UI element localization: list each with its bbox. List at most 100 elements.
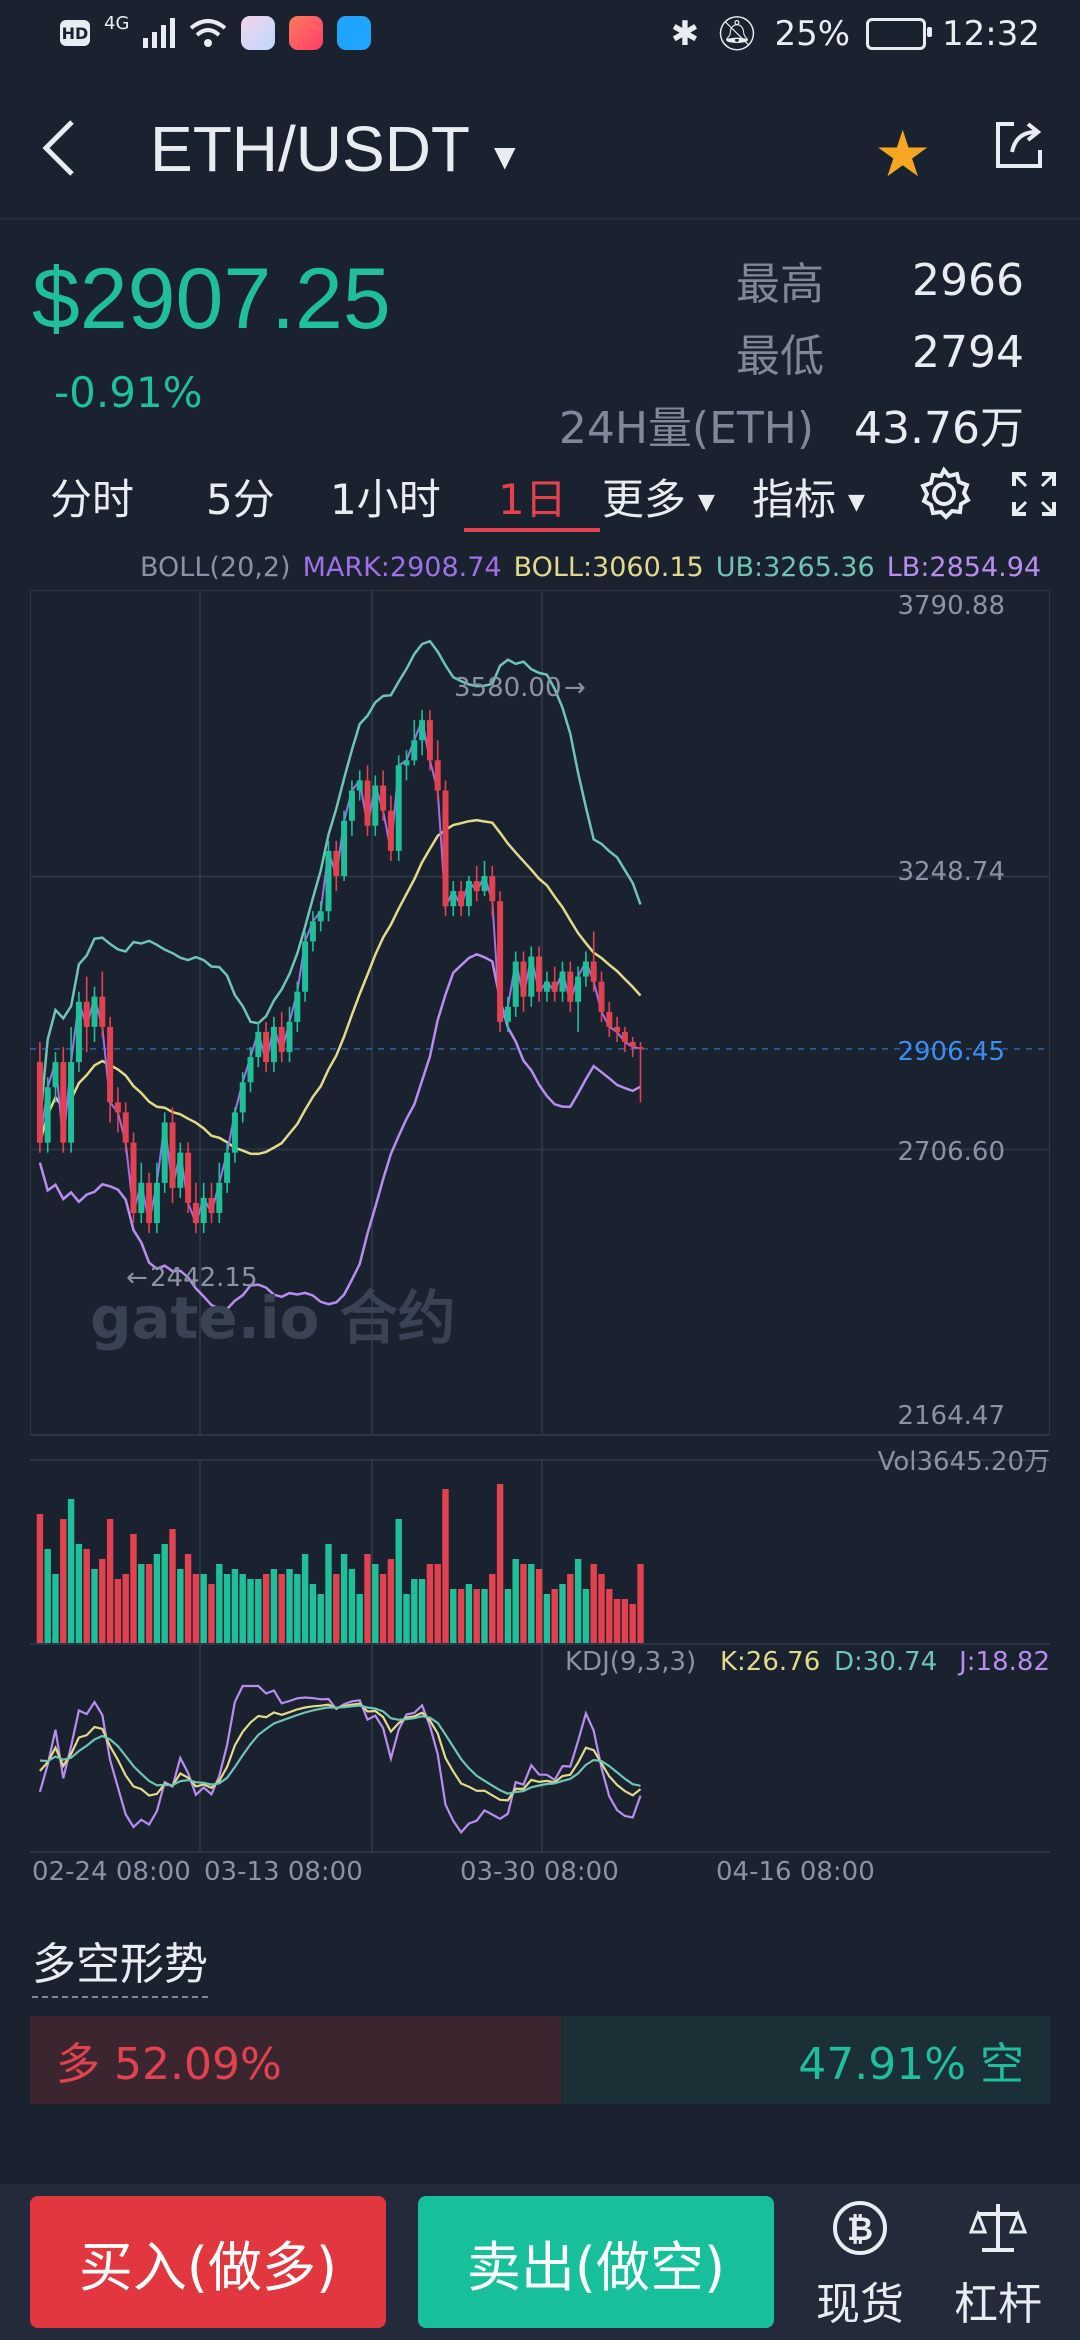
volume-bar-2: [52, 1574, 59, 1644]
volume-bar-22: [208, 1584, 215, 1644]
pair-title[interactable]: ETH/USDT: [150, 113, 470, 185]
volume-bar-61: [512, 1559, 519, 1644]
volume-bar-17: [169, 1529, 176, 1644]
candle-body-4: [68, 1062, 75, 1143]
volume-bar-45: [387, 1559, 395, 1644]
volume-bar-50: [426, 1564, 434, 1644]
star-icon[interactable]: ★: [874, 118, 932, 192]
candle-body-54: [458, 891, 465, 907]
candle-body-7: [91, 996, 98, 1027]
candle-body-36: [317, 911, 324, 922]
volume-bar-6: [83, 1549, 90, 1644]
header-divider: [0, 218, 1080, 220]
sell-short-button[interactable]: 卖出(做空): [418, 2196, 774, 2328]
candle-body-63: [528, 956, 535, 997]
candle-body-72: [598, 981, 605, 1012]
app-icon-photos: [241, 16, 276, 50]
chevron-down-icon[interactable]: ▼: [494, 140, 516, 173]
volume-bar-52: [442, 1489, 449, 1644]
volume-bar-63: [528, 1564, 535, 1644]
volume-bar-10: [114, 1579, 122, 1644]
candle-body-24: [224, 1152, 231, 1183]
candle-body-19: [185, 1152, 192, 1203]
volume-label: 24H量(ETH): [558, 403, 815, 454]
kdj-d-line: [39, 1704, 641, 1795]
kline-chart[interactable]: gate.io 合约 3790.88 3248.74 2906.45 2706.…: [30, 590, 1050, 1880]
tab-more[interactable]: 更多 ▼: [602, 466, 715, 527]
last-price: $2907.25: [32, 251, 391, 347]
candle-body-8: [99, 996, 106, 1027]
candle-body-6: [83, 1001, 90, 1027]
volume-bar-36: [317, 1594, 324, 1644]
candle-body-43: [372, 785, 379, 826]
tab-1day[interactable]: 1日: [498, 475, 567, 524]
spot-button[interactable]: ₿ 现货: [800, 2198, 920, 2332]
candle-body-58: [489, 876, 496, 902]
volume-bar-5: [75, 1544, 83, 1644]
price-change: -0.91%: [54, 368, 203, 417]
kdj-legend: KDJ(9,3,3) K:26.76 D:30.74 J:18.82: [565, 1647, 1050, 1677]
fullscreen-icon[interactable]: [1010, 470, 1058, 518]
axis-label-5: 2164.47: [897, 1401, 1005, 1431]
volume-bar-1: [44, 1549, 51, 1644]
volume-bar-49: [418, 1579, 426, 1644]
candle-body-2: [52, 1062, 59, 1088]
volume-bar-13: [138, 1564, 145, 1644]
candle-body-1: [44, 1087, 51, 1143]
volume-bar-24: [223, 1574, 231, 1644]
tab-1hour[interactable]: 1小时: [330, 475, 441, 524]
candle-body-23: [216, 1182, 223, 1214]
volume-bar-53: [450, 1589, 457, 1644]
candle-body-64: [536, 956, 543, 992]
volume-bar-25: [231, 1569, 239, 1644]
settings-gear-icon[interactable]: [916, 466, 972, 522]
volume-value: 43.76万: [854, 403, 1024, 454]
candle-body-34: [302, 941, 309, 992]
tab-5min[interactable]: 5分: [206, 475, 275, 524]
bitcoin-icon: ₿: [833, 2201, 887, 2255]
buy-long-button[interactable]: 买入(做多): [30, 2196, 386, 2328]
high-label: 最高: [736, 259, 824, 310]
volume-bar-37: [325, 1544, 332, 1644]
candle-body-25: [231, 1112, 238, 1153]
candle-body-5: [75, 1001, 82, 1063]
mark-label: MARK:2908.74: [302, 552, 502, 583]
volume-bar-14: [145, 1564, 153, 1644]
back-icon[interactable]: [40, 118, 80, 193]
candle-body-28: [255, 1031, 262, 1058]
volume-bar-77: [637, 1564, 644, 1644]
boll-mid-label: BOLL:3060.15: [513, 552, 704, 583]
volume-bar-7: [91, 1569, 98, 1644]
candle-body-44: [380, 785, 387, 811]
candle-body-45: [387, 810, 394, 851]
volume-bar-39: [340, 1554, 348, 1644]
tab-indicators[interactable]: 指标 ▼: [752, 466, 865, 527]
volume-bar-71: [590, 1564, 597, 1644]
volume-bar-19: [184, 1554, 192, 1644]
leverage-button[interactable]: 杠杆: [938, 2198, 1058, 2332]
boll-ub-label: UB:3265.36: [715, 552, 875, 583]
volume-bar-57: [481, 1589, 488, 1644]
long-short-title[interactable]: 多空形势: [32, 1928, 208, 1998]
volume-bar-65: [543, 1594, 551, 1644]
status-right: ✱ 🔕︎ 25% 12:32: [671, 14, 1040, 54]
volume-bar-9: [106, 1519, 114, 1644]
volume-bar-60: [504, 1589, 512, 1644]
candle-body-73: [606, 1011, 613, 1027]
tab-indicators-label: 指标: [752, 475, 837, 524]
candle-body-29: [263, 1031, 270, 1063]
candle-body-60: [504, 1006, 511, 1022]
volume-bar-58: [489, 1574, 496, 1644]
high-value: 2966: [912, 254, 1024, 306]
top-header: ETH/USDT ▼ ★: [0, 100, 1080, 210]
candle-body-21: [200, 1197, 207, 1224]
volume-bar-69: [574, 1559, 582, 1644]
candle-body-69: [575, 976, 582, 1002]
candle-body-31: [278, 1026, 285, 1053]
volume-bar-27: [247, 1579, 254, 1644]
axis-label-4: 2706.60: [897, 1137, 1005, 1167]
candle-body-75: [621, 1031, 628, 1043]
share-icon[interactable]: [992, 118, 1046, 172]
tab-timeshare[interactable]: 分时: [50, 475, 135, 524]
candle-body-18: [177, 1152, 184, 1188]
